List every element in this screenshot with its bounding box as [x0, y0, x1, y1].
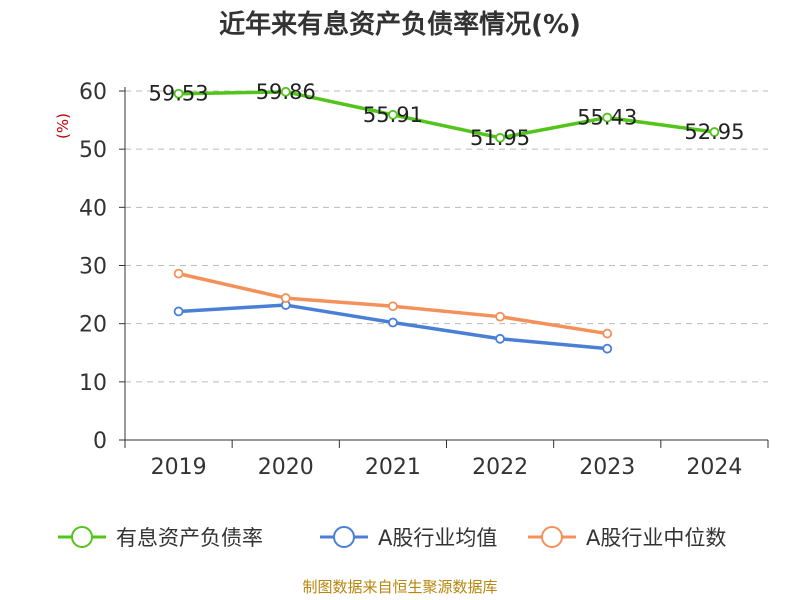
legend-label-0: 有息资产负债率 [116, 526, 263, 550]
x-tick-label-2023: 2023 [579, 455, 635, 480]
series-1-point-2019 [173, 306, 184, 317]
x-tick-label-2024: 2024 [686, 455, 742, 480]
series-0-point-2019 [173, 88, 184, 99]
series-2-point-2022 [495, 311, 505, 322]
chart-title: 近年来有息资产负债率情况(%) [219, 9, 581, 40]
y-tick-label-30: 30 [79, 255, 107, 280]
data-label-2019: 59.53 [149, 82, 209, 106]
series-2-point-2019 [173, 268, 184, 279]
series-0-point-2024 [709, 127, 720, 137]
legend-marker-1 [333, 526, 355, 548]
series-1-point-2021 [388, 317, 398, 328]
series-2-point-2020 [280, 293, 291, 303]
grid-lines [125, 90, 768, 383]
y-tick-label-50: 50 [79, 138, 107, 163]
series-line-0 [178, 90, 715, 140]
y-tick-label-40: 40 [79, 196, 107, 221]
source-note: 制图数据来自恒生聚源数据库 [302, 578, 497, 596]
y-tick-label-20: 20 [79, 313, 107, 338]
legend-label-2: A股行业中位数 [586, 526, 726, 550]
series-0-point-2022 [495, 132, 505, 143]
y-tick-label-10: 10 [79, 371, 107, 396]
x-tick-label-2020: 2020 [258, 455, 314, 480]
data-label-2021: 55.91 [363, 103, 423, 127]
data-label-2023: 55.43 [577, 106, 637, 130]
x-tick-label-2022: 2022 [472, 455, 528, 480]
axes [119, 87, 769, 448]
data-label-2022: 51.95 [470, 126, 530, 150]
data-label-2024: 52.95 [684, 120, 744, 144]
series-1-point-2022 [495, 333, 505, 344]
series-0-point-2021 [388, 109, 398, 120]
x-tick-labels: 2019 2020 2021 2022 2023 2024 [151, 455, 743, 480]
y-axis-label: (%) [54, 113, 72, 139]
x-tick-label-2021: 2021 [365, 455, 421, 480]
legend-label-1: A股行业均值 [378, 526, 497, 550]
data-label-2020: 59.86 [256, 80, 316, 104]
y-tick-labels: 0 10 20 30 40 50 60 [79, 80, 107, 454]
x-tick-label-2019: 2019 [151, 455, 207, 480]
data-labels: 59.53 59.86 55.91 51.95 55.43 52.95 [149, 80, 745, 150]
series-1-point-2023 [602, 343, 613, 354]
legend-marker-2 [541, 526, 563, 548]
series-0-point-2023 [602, 112, 613, 123]
y-tick-label-60: 60 [79, 80, 107, 105]
series-2-point-2021 [388, 301, 398, 312]
y-tick-label-0: 0 [93, 429, 107, 454]
legend: 有息资产负债率 A股行业均值 A股行业中位数 [58, 526, 726, 550]
legend-marker-0 [71, 526, 93, 548]
series-layer [173, 86, 720, 354]
series-2-point-2023 [602, 328, 613, 339]
series-0-point-2020 [280, 86, 291, 97]
